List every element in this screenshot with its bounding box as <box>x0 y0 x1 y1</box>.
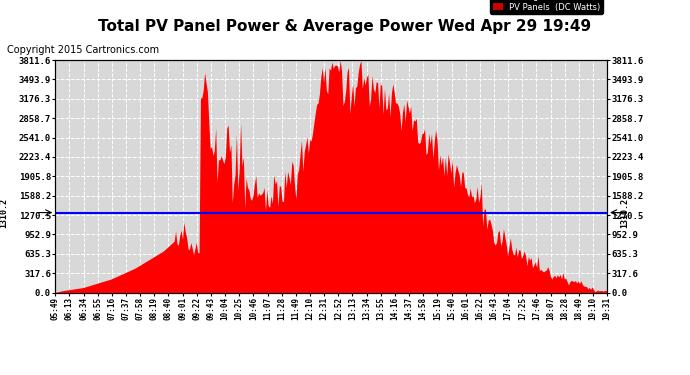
Text: Total PV Panel Power & Average Power Wed Apr 29 19:49: Total PV Panel Power & Average Power Wed… <box>99 19 591 34</box>
Text: 1310.2: 1310.2 <box>620 198 629 228</box>
Text: Copyright 2015 Cartronics.com: Copyright 2015 Cartronics.com <box>7 45 159 55</box>
Text: 1310.2: 1310.2 <box>0 198 8 228</box>
Legend: Average  (DC Watts), PV Panels  (DC Watts): Average (DC Watts), PV Panels (DC Watts) <box>490 0 603 14</box>
